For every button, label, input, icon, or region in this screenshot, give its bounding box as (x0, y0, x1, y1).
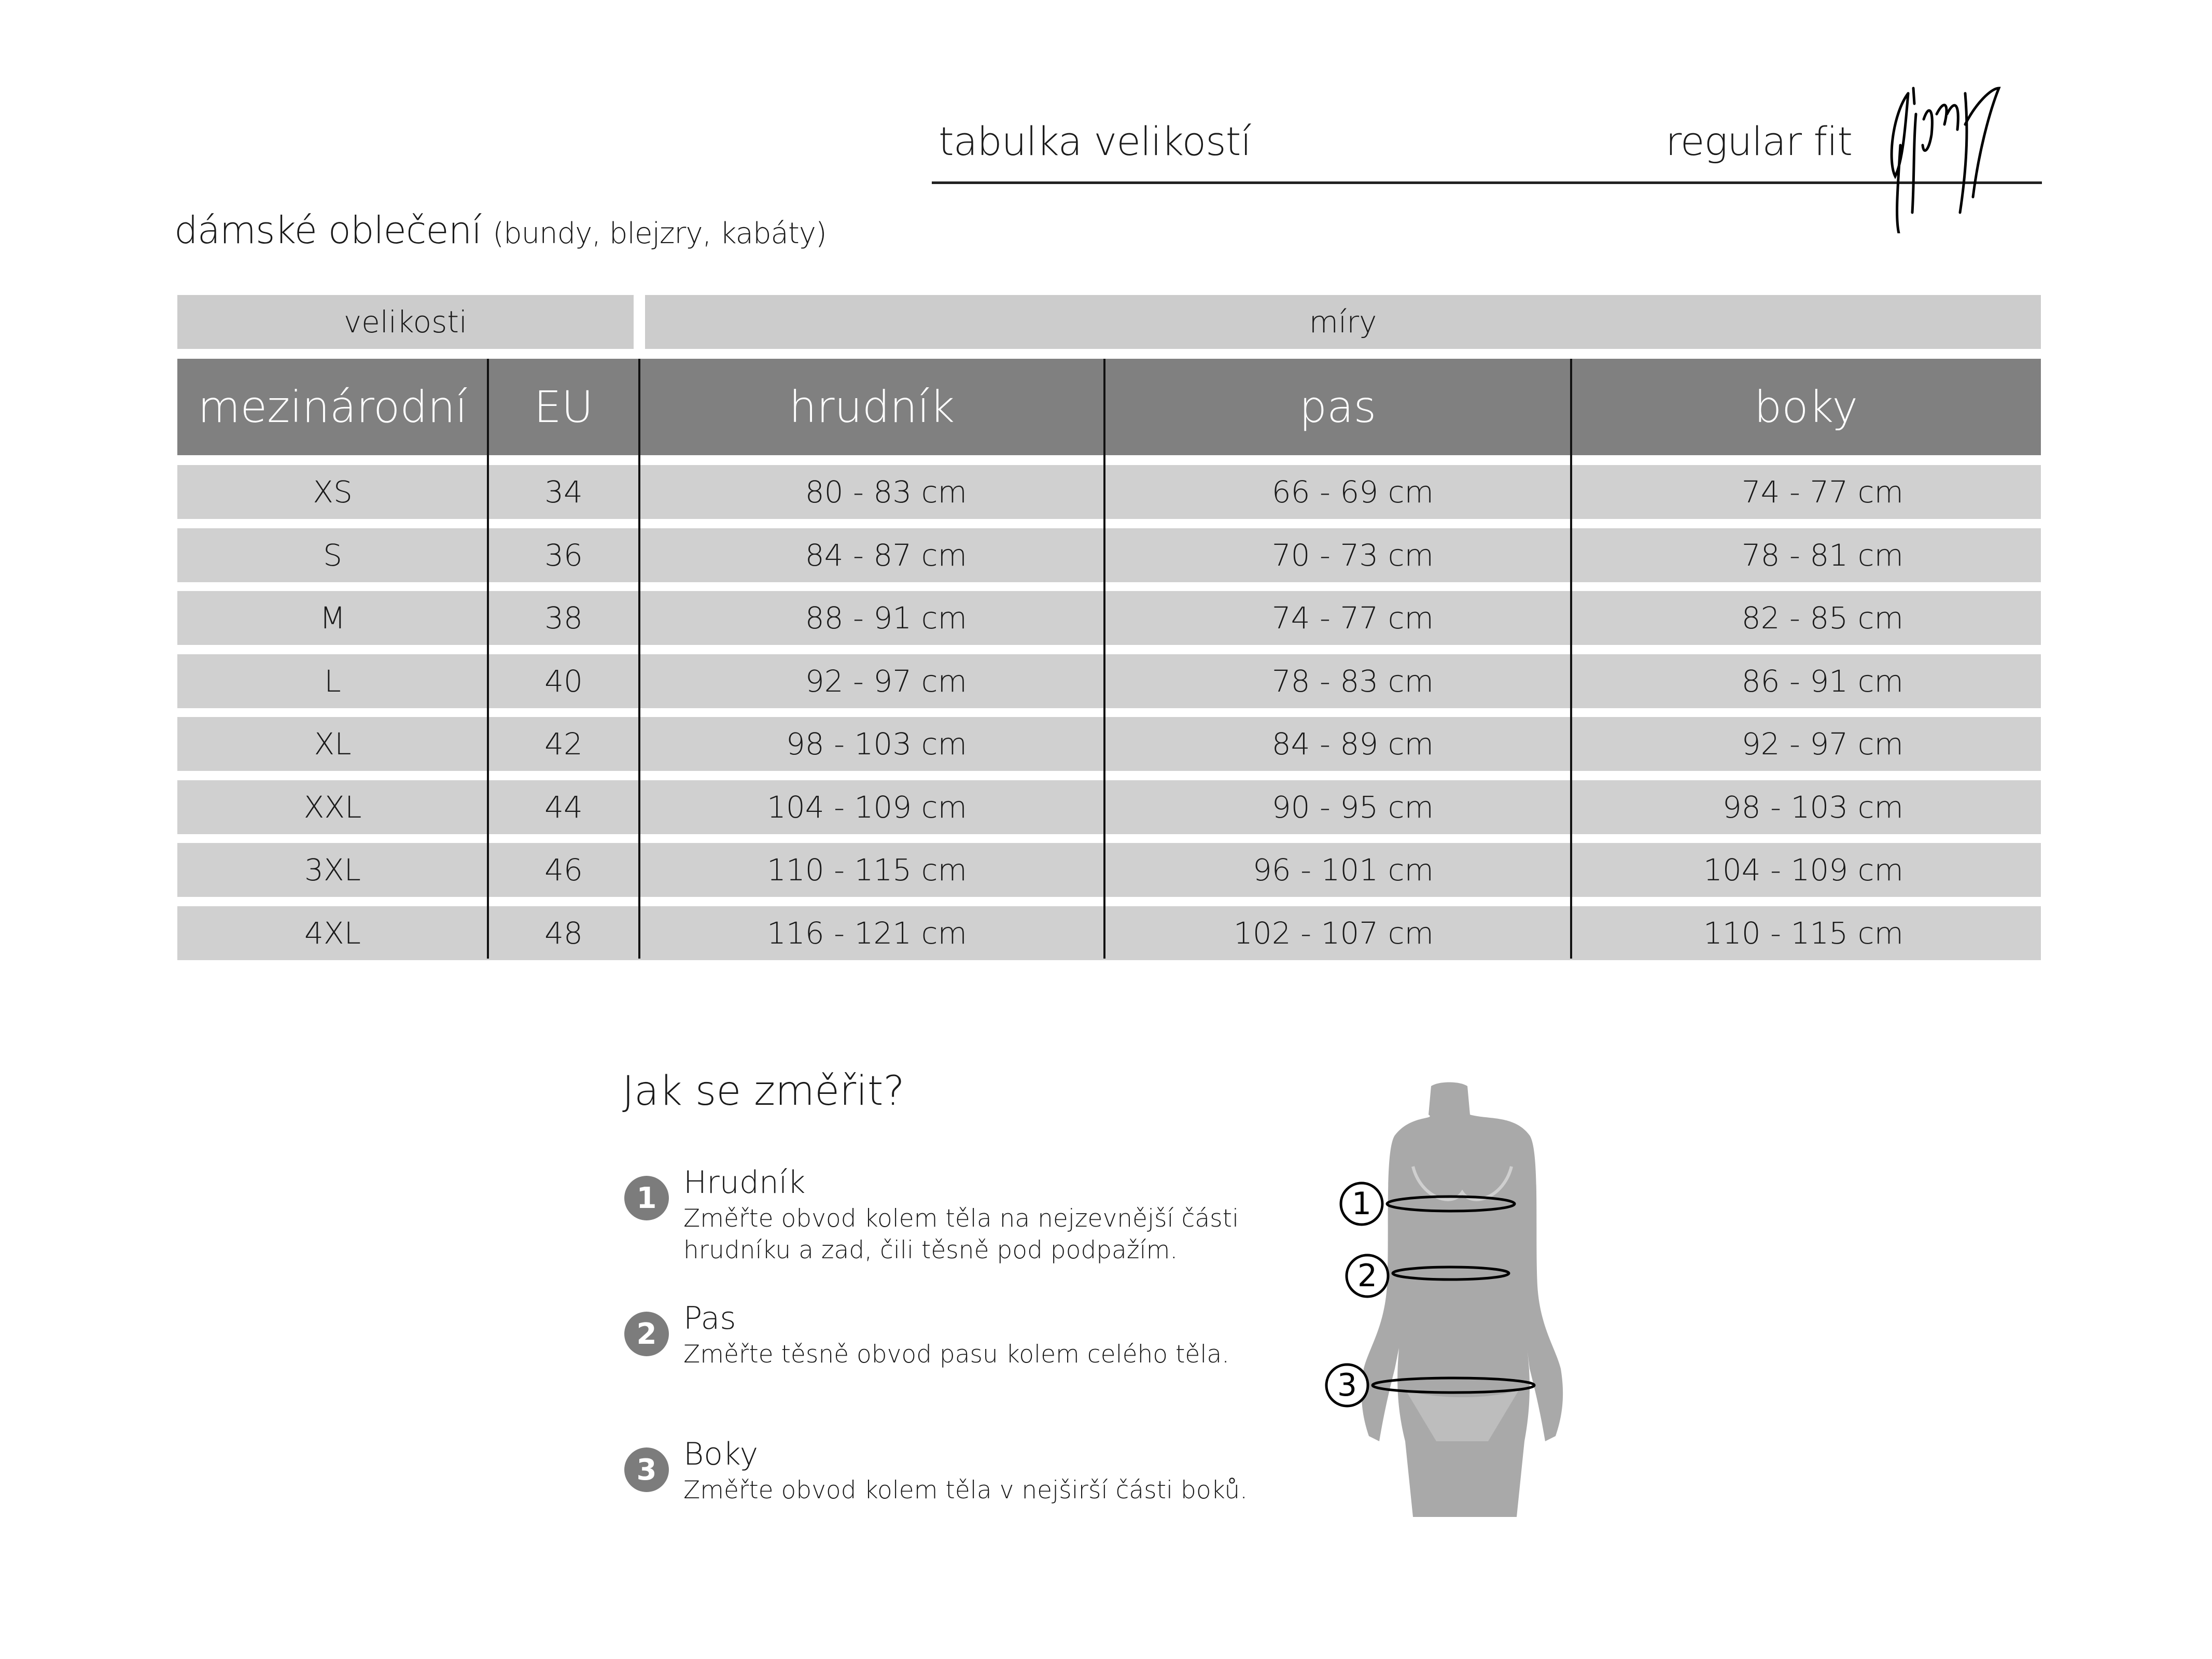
eu-size: 48 (544, 915, 583, 951)
eu-size: 42 (544, 726, 583, 762)
waist-range: 90 - 95 cm (1271, 789, 1434, 825)
column-header-eu: EU (488, 359, 639, 455)
eu-size: 34 (544, 474, 583, 510)
chest-range: 110 - 115 cm (766, 852, 967, 888)
table-row: S 36 84 - 87 cm 70 - 73 cm 78 - 81 cm (177, 528, 2041, 582)
eu-size: 46 (544, 852, 583, 888)
section-title: dámské oblečení (bundy, blejzry, kabáty) (174, 208, 827, 252)
waist-range: 70 - 73 cm (1271, 537, 1434, 573)
international-size: XL (314, 726, 352, 762)
column-divider (487, 359, 489, 959)
international-size: 3XL (304, 852, 361, 888)
column-divider (638, 359, 640, 959)
table-row: XXL 44 104 - 109 cm 90 - 95 cm 98 - 103 cm (177, 780, 2041, 834)
international-size: XXL (303, 789, 362, 825)
chest-range: 84 - 87 cm (805, 537, 967, 573)
waist-range: 102 - 107 cm (1233, 915, 1434, 951)
document-title: tabulka velikostí (939, 118, 1252, 164)
chest-range: 104 - 109 cm (766, 789, 967, 825)
description-line: Změřte těsně obvod pasu kolem celého těl… (683, 1340, 1230, 1369)
chest-measure-line (1385, 1195, 1516, 1213)
column-header-chest: hrudník (639, 359, 1104, 455)
waist-range: 96 - 101 cm (1252, 852, 1434, 888)
item-title: Hrudník (683, 1164, 806, 1201)
bra-outline (1411, 1166, 1513, 1201)
eu-size: 40 (544, 663, 583, 699)
table-row: 4XL 48 116 - 121 cm 102 - 107 cm 110 - 115 c… (177, 906, 2041, 960)
waist-range: 74 - 77 cm (1271, 600, 1434, 636)
body-measurement-figure: 1 2 3 (1325, 1082, 1563, 1517)
international-size: L (324, 663, 341, 699)
hips-range: 92 - 97 cm (1741, 726, 1903, 762)
figure-label-3: 3 (1337, 1367, 1357, 1403)
item-description: Změřte těsně obvod pasu kolem celého těl… (683, 1339, 1229, 1370)
number-2-icon: 2 (624, 1312, 669, 1356)
waist-range: 78 - 83 cm (1271, 663, 1434, 699)
chest-range: 98 - 103 cm (786, 726, 967, 762)
chest-range: 88 - 91 cm (805, 600, 967, 636)
body-silhouette (1361, 1082, 1563, 1517)
hips-range: 110 - 115 cm (1703, 915, 1903, 951)
table-row: 3XL 46 110 - 115 cm 96 - 101 cm 104 - 109 cm (177, 843, 2041, 897)
hips-range: 104 - 109 cm (1703, 852, 1903, 888)
hips-range: 74 - 77 cm (1741, 474, 1903, 510)
international-size: S (323, 537, 342, 573)
column-header-hips: boky (1571, 359, 2041, 455)
item-description: Změřte obvod kolem těla v nejširší části… (683, 1474, 1248, 1506)
hips-range: 82 - 85 cm (1741, 600, 1903, 636)
hips-measure-line (1371, 1376, 1536, 1394)
chest-range: 80 - 83 cm (805, 474, 967, 510)
description-line: Změřte obvod kolem těla v nejširší části… (683, 1476, 1248, 1505)
hips-range: 78 - 81 cm (1741, 537, 1903, 573)
description-line: Změřte obvod kolem těla na nejzevnější č… (683, 1204, 1239, 1233)
table-row: XL 42 98 - 103 cm 84 - 89 cm 92 - 97 cm (177, 717, 2041, 771)
table-row: XS 34 80 - 83 cm 66 - 69 cm 74 - 77 cm (177, 465, 2041, 519)
column-header-international: mezinárodní (177, 359, 488, 455)
item-title: Pas (683, 1300, 736, 1337)
eu-size: 36 (544, 537, 583, 573)
international-size: XS (313, 474, 353, 510)
column-divider (1103, 359, 1105, 959)
group-header-sizes: velikosti (177, 295, 634, 349)
howto-title: Jak se změřit? (622, 1068, 905, 1115)
figure-label-2: 2 (1357, 1258, 1377, 1294)
waist-range: 84 - 89 cm (1271, 726, 1434, 762)
fit-label: regular fit (1665, 118, 1853, 164)
number-1-icon: 1 (624, 1176, 669, 1220)
gipsy-logo (1890, 87, 2001, 233)
chest-range: 92 - 97 cm (805, 663, 967, 699)
header-divider (932, 181, 2042, 184)
item-description: Změřte obvod kolem těla na nejzevnější č… (683, 1203, 1239, 1266)
chest-range: 116 - 121 cm (766, 915, 967, 951)
eu-size: 44 (544, 789, 583, 825)
international-size: M (319, 600, 346, 636)
figure-label-1: 1 (1352, 1186, 1371, 1222)
table-row: M 38 88 - 91 cm 74 - 77 cm 82 - 85 cm (177, 591, 2041, 645)
item-title: Boky (683, 1436, 759, 1472)
number-3-icon: 3 (624, 1447, 669, 1492)
hips-range: 98 - 103 cm (1722, 789, 1903, 825)
group-header-measures: míry (645, 295, 2041, 349)
description-line: hrudníku a zad, čili těsně pod podpažím. (683, 1236, 1178, 1264)
hips-range: 86 - 91 cm (1741, 663, 1903, 699)
waist-measure-line (1391, 1266, 1510, 1281)
waist-range: 66 - 69 cm (1271, 474, 1434, 510)
category-detail: (bundy, blejzry, kabáty) (493, 217, 827, 250)
column-header-waist: pas (1104, 359, 1571, 455)
column-divider (1570, 359, 1572, 959)
eu-size: 38 (544, 600, 583, 636)
category-label: dámské oblečení (174, 208, 482, 252)
international-size: 4XL (304, 915, 361, 951)
table-row: L 40 92 - 97 cm 78 - 83 cm 86 - 91 cm (177, 654, 2041, 708)
brief-outline (1405, 1389, 1519, 1441)
